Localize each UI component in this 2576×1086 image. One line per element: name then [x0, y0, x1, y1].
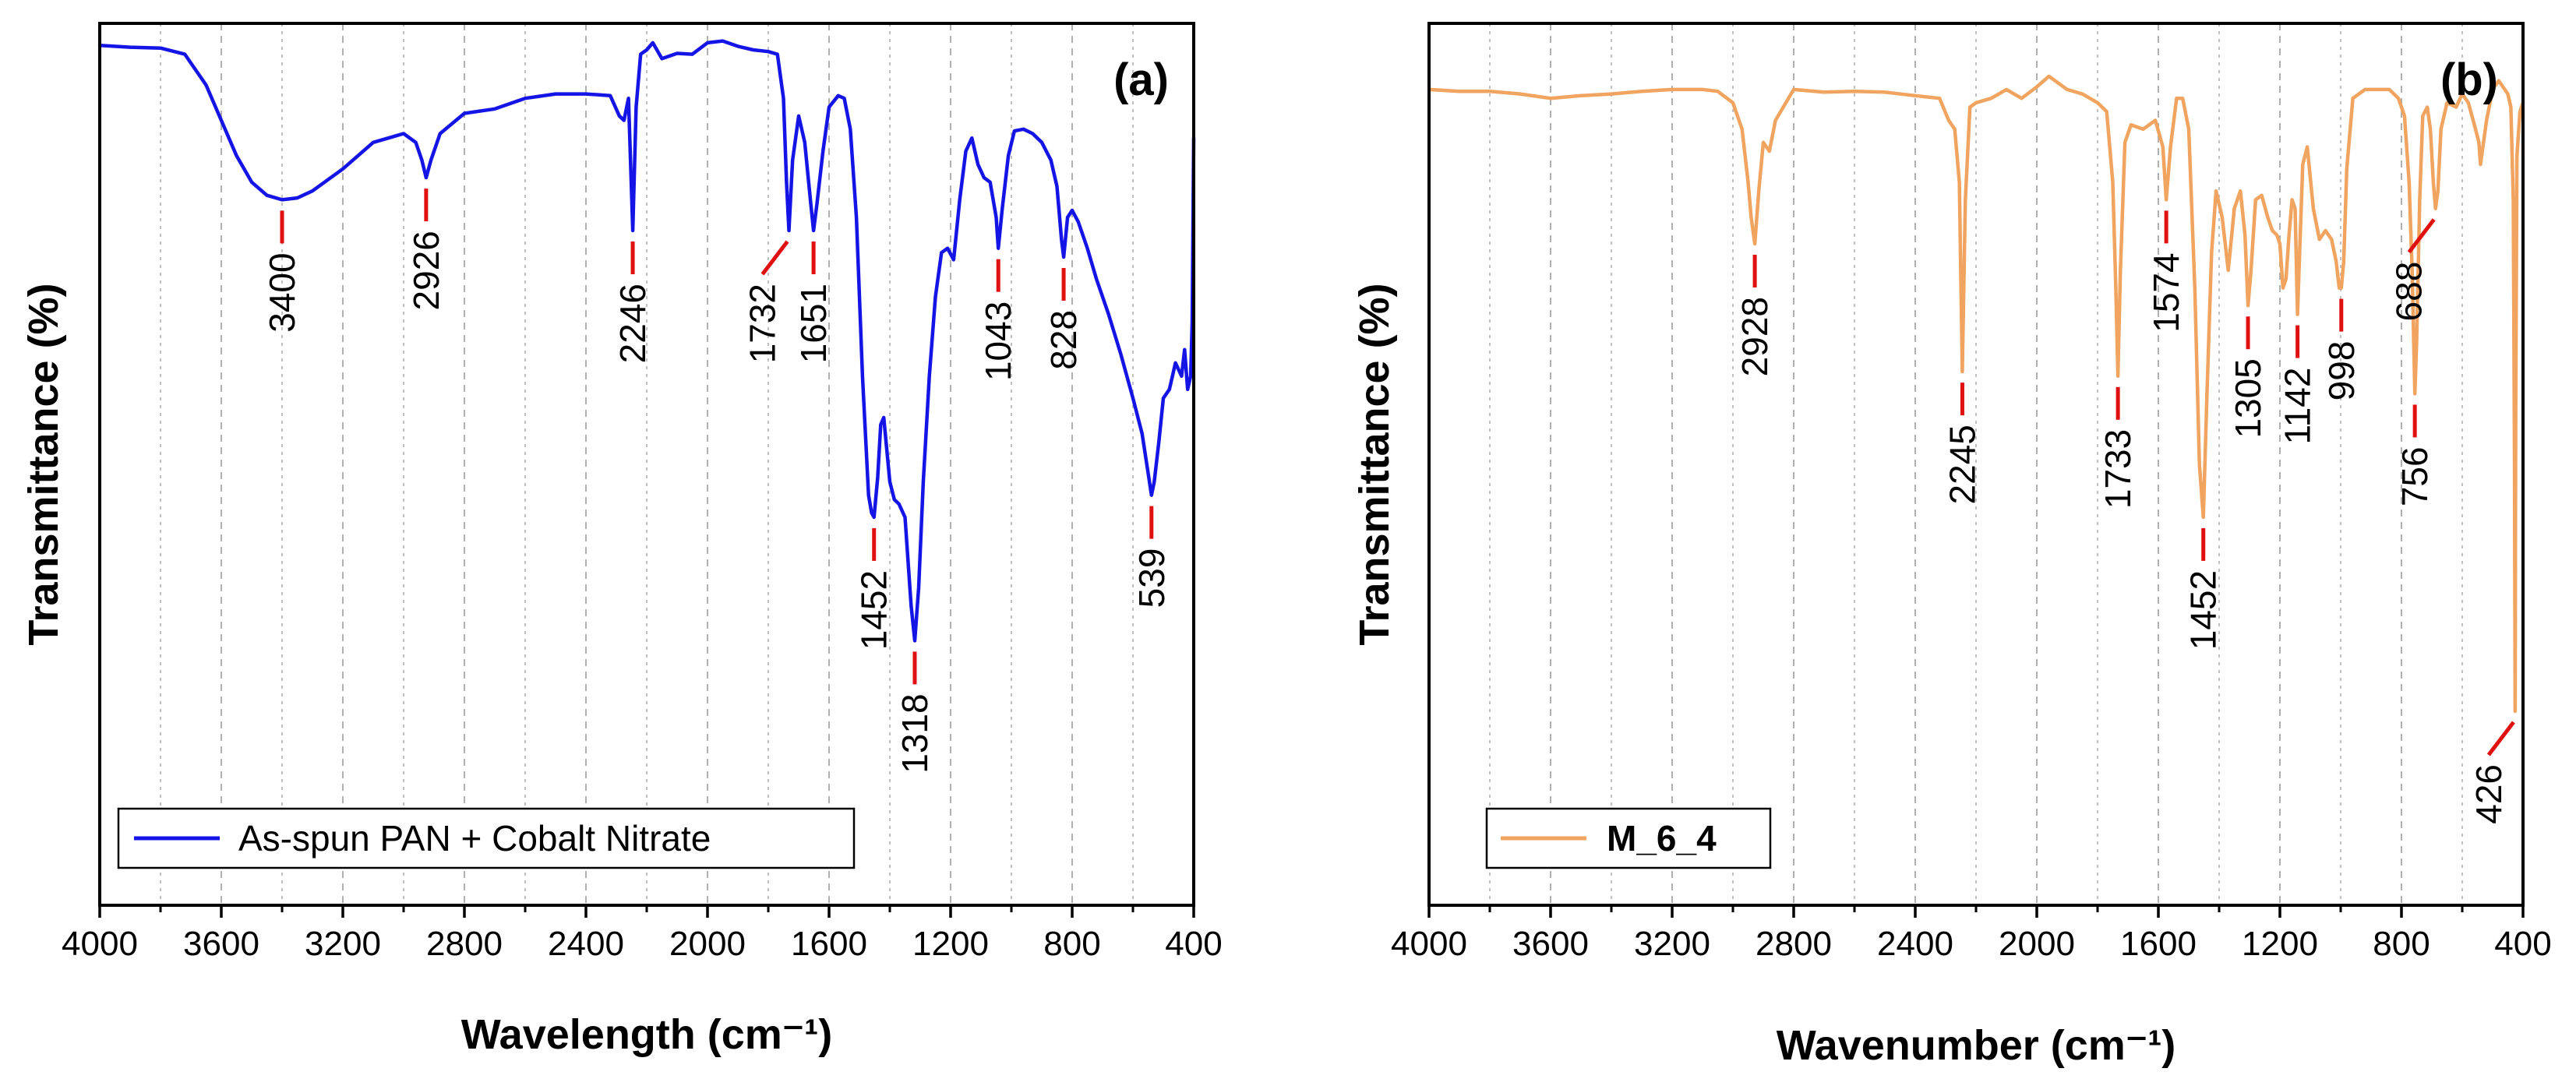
peak-label: 426: [2468, 764, 2509, 824]
peak-label: 1305: [2228, 358, 2268, 438]
peak-label: 1733: [2098, 429, 2138, 509]
x-tick-label: 400: [1165, 925, 1222, 963]
panel-a-grid: [160, 23, 1134, 905]
x-tick-label: 1200: [2242, 925, 2318, 963]
x-tick-label: 2400: [1877, 925, 1953, 963]
x-tick-label: 800: [1043, 925, 1100, 963]
x-tick-label: 1600: [2120, 925, 2197, 963]
panel-b-plot: 2928 2245 1733 1574 1452 1305 1142 998 756 688 426…: [1351, 22, 2552, 1069]
x-tick-label: 1200: [912, 925, 989, 963]
x-tick-label: 800: [2373, 925, 2430, 963]
x-tick-label: 3600: [1512, 925, 1589, 963]
peak-label: 1142: [2278, 368, 2318, 445]
x-tick-label: 2400: [548, 925, 624, 963]
panel-b-peak-annotations: 2928 2245 1733 1574 1452 1305 1142 998 756 688 426: [1734, 210, 2515, 824]
panel-b-series-group: [1427, 74, 2525, 714]
peak-label: 539: [1131, 548, 1172, 608]
peak-label: 1043: [978, 301, 1018, 381]
panel-a-plot: 3400 2926 2246 1732 1651 1452 1318 1043 828 539 4…: [20, 22, 1223, 1058]
panel-a-x-axis-label: Wavelength (cm⁻¹): [461, 1011, 833, 1058]
peak-label: 2246: [612, 284, 653, 363]
peak-marker: [2407, 218, 2436, 254]
panel-a-legend-label: As-spun PAN + Cobalt Nitrate: [238, 818, 711, 859]
peak-label: 1452: [854, 570, 895, 650]
panel-b-x-ticks: 4000 3600 3200 2800 2400 2000 1600 1200 800 400: [1391, 905, 2552, 963]
peak-label: 828: [1043, 310, 1084, 370]
panel-a-series-group: [97, 39, 1196, 643]
panel-a-peak-annotations: 3400 2926 2246 1732 1651 1452 1318 1043 828 539: [262, 189, 1172, 774]
panel-a-legend: As-spun PAN + Cobalt Nitrate: [117, 807, 856, 869]
panel-a-x-ticks: 4000 3600 3200 2800 2400 2000 1600 1200 800 400: [62, 905, 1223, 963]
x-tick-label: 4000: [1391, 925, 1467, 963]
peak-label: 1651: [793, 284, 834, 363]
peak-label: 3400: [262, 252, 302, 332]
x-tick-label: 2000: [669, 925, 746, 963]
peak-label: 2245: [1942, 425, 1982, 504]
x-tick-label: 3200: [305, 925, 381, 963]
peak-label: 2926: [406, 231, 446, 310]
x-tick-label: 400: [2494, 925, 2551, 963]
peak-label: 1574: [2146, 252, 2186, 332]
spectrum-line: [1427, 74, 2525, 714]
peak-label: 1318: [895, 693, 935, 773]
panel-b-label: (b): [2440, 55, 2498, 105]
x-tick-label: 1600: [791, 925, 867, 963]
peak-label: 756: [2394, 446, 2435, 506]
panel-a-legend-box: [117, 807, 856, 869]
peak-label: 1452: [2183, 570, 2224, 650]
peak-label: 2928: [1734, 297, 1775, 376]
panel-b-grid: [1489, 23, 2463, 905]
x-tick-label: 3600: [183, 925, 259, 963]
spectrum-line: [97, 39, 1196, 643]
peak-label: 1732: [743, 284, 783, 363]
x-tick-label: 2800: [1756, 925, 1832, 963]
panel-b-x-axis-label: Wavenumber (cm⁻¹): [1777, 1022, 2176, 1069]
x-tick-label: 4000: [62, 925, 138, 963]
peak-marker: [760, 240, 789, 276]
panel-b-y-axis-label: Transmittance (%): [1351, 283, 1398, 645]
panel-a-y-axis-label: Transmittance (%): [20, 283, 67, 645]
panel-a-label: (a): [1113, 55, 1169, 105]
x-tick-label: 3200: [1634, 925, 1710, 963]
peak-marker: [2486, 721, 2515, 756]
x-tick-label: 2000: [1999, 925, 2075, 963]
panel-b-legend-label: M_6_4: [1607, 818, 1717, 859]
peak-label: 998: [2321, 341, 2362, 401]
x-tick-label: 2800: [426, 925, 503, 963]
peak-label: 688: [2389, 262, 2430, 322]
panel-b-legend: M_6_4: [1485, 807, 1772, 869]
